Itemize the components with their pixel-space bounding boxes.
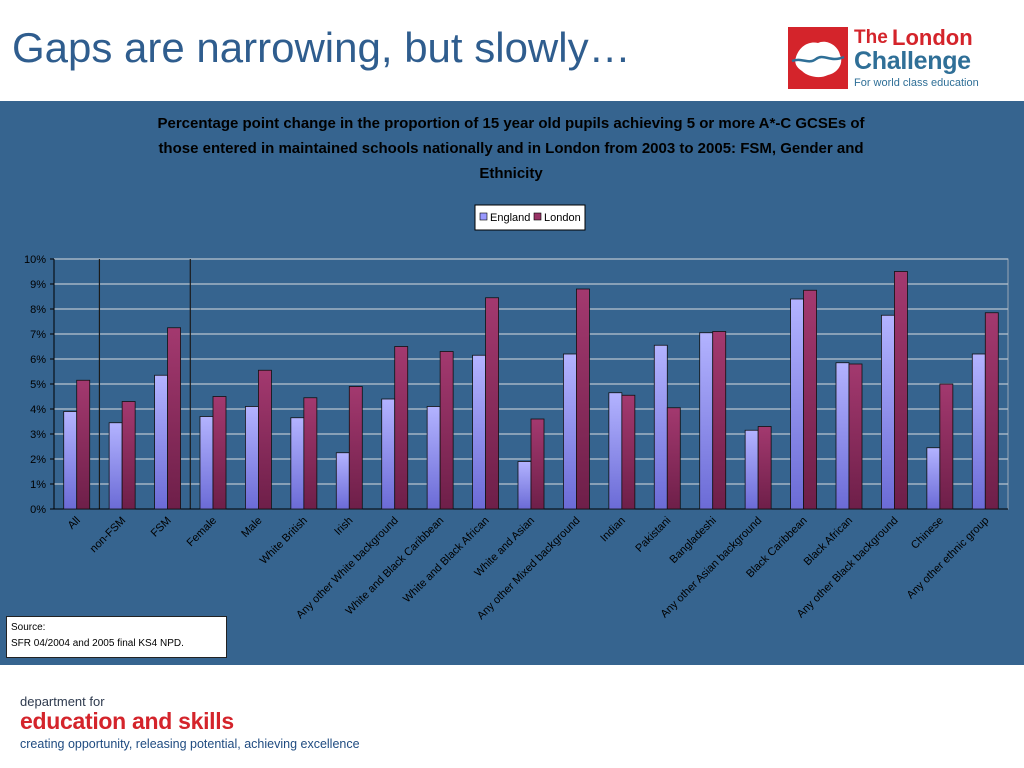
logo-text-london: London — [892, 25, 973, 50]
chart-title-line-1: Percentage point change in the proportio… — [157, 115, 865, 132]
page-title: Gaps are narrowing, but slowly… — [12, 24, 631, 71]
source-text: SFR 04/2004 and 2005 final KS4 NPD. — [11, 638, 184, 649]
bar-england — [245, 406, 259, 510]
chart-title-line-2: those entered in maintained schools nati… — [158, 140, 863, 157]
x-tick-label: White and Black African — [401, 515, 492, 606]
bar-england — [653, 344, 668, 510]
bar-london — [576, 288, 590, 510]
bar-london — [848, 363, 863, 510]
bar-london — [76, 379, 91, 510]
bar-england — [381, 398, 396, 510]
bar-england — [426, 406, 441, 510]
bar-england — [744, 429, 759, 510]
chart-title: Percentage point change in the proportio… — [157, 115, 865, 182]
bar-london — [530, 418, 545, 510]
x-tick-label: Male — [239, 515, 264, 540]
bar-england — [835, 362, 850, 510]
y-tick-label: 2% — [30, 454, 46, 466]
x-tick-label: Irish — [332, 515, 355, 538]
y-tick-label: 4% — [30, 404, 46, 416]
bar-england — [154, 374, 168, 510]
y-tick-label: 10% — [24, 254, 46, 266]
bar-england — [199, 416, 214, 510]
bar-england — [335, 452, 350, 510]
chart-title-line-3: Ethnicity — [479, 165, 543, 182]
bar-england — [790, 298, 804, 510]
x-tick-label: Pakistani — [633, 515, 673, 555]
london-challenge-logo: The London Challenge For world class edu… — [788, 25, 994, 93]
bar-london — [894, 271, 908, 510]
bar-london — [939, 383, 954, 510]
x-tick-label: FSM — [149, 515, 174, 540]
bar-london — [167, 327, 181, 510]
y-tick-label: 9% — [30, 279, 46, 291]
bar-england — [608, 392, 623, 510]
y-tick-label: 8% — [30, 304, 46, 316]
bar-london — [121, 401, 136, 510]
logo-text-the: The — [854, 27, 888, 48]
bar-london — [485, 297, 499, 510]
logo-tagline: For world class education — [854, 77, 979, 89]
legend-swatch-london — [533, 212, 542, 221]
x-tick-label: All — [66, 515, 83, 532]
source-note: Source: SFR 04/2004 and 2005 final KS4 N… — [6, 616, 227, 658]
bar-england — [290, 417, 305, 510]
bar-london — [348, 386, 363, 510]
y-tick-label: 0% — [30, 504, 46, 516]
x-tick-label: Indian — [598, 515, 628, 545]
footer-department-name: education and skills — [20, 708, 234, 734]
bar-england — [472, 354, 486, 510]
bar-england — [63, 411, 78, 510]
bar-england — [517, 461, 532, 510]
bar-london — [803, 289, 817, 510]
y-tick-label: 6% — [30, 354, 46, 366]
bar-london — [258, 369, 272, 510]
x-tick-label: Female — [185, 515, 219, 549]
x-tick-label: non-FSM — [88, 515, 128, 555]
bar-london — [212, 396, 227, 510]
y-tick-label: 1% — [30, 479, 46, 491]
y-tick-label: 3% — [30, 429, 46, 441]
bar-london — [394, 346, 409, 510]
footer-tagline: creating opportunity, releasing potentia… — [20, 737, 360, 751]
bar-england — [108, 422, 123, 510]
x-tick-label: Chinese — [909, 515, 946, 552]
bar-chart: Percentage point change in the proportio… — [24, 115, 1009, 623]
x-tick-label: Any other ethnic group — [905, 515, 992, 602]
y-tick-label: 5% — [30, 379, 46, 391]
bar-london — [984, 312, 999, 510]
bar-england — [881, 314, 895, 510]
bar-england — [926, 447, 941, 510]
legend-label-london: London — [544, 212, 581, 224]
footer-dept: department for — [20, 694, 105, 709]
source-label: Source: — [11, 622, 46, 633]
bar-london — [666, 407, 681, 510]
london-map-icon — [788, 27, 848, 89]
bar-england — [699, 332, 714, 510]
bar-england — [563, 353, 577, 510]
bar-london — [712, 331, 727, 510]
bars — [63, 271, 999, 510]
bar-london — [757, 426, 772, 510]
logo-text-challenge: Challenge — [854, 47, 971, 75]
legend-label-england: England — [490, 212, 530, 224]
bar-london — [303, 397, 318, 510]
legend-box — [474, 204, 586, 231]
x-tick-label: White British — [258, 515, 310, 567]
legend-swatch-england — [479, 212, 488, 221]
bar-london — [621, 394, 636, 510]
bar-london — [439, 351, 454, 510]
bar-england — [971, 353, 986, 510]
legend: England London — [474, 204, 586, 231]
y-tick-label: 7% — [30, 329, 46, 341]
